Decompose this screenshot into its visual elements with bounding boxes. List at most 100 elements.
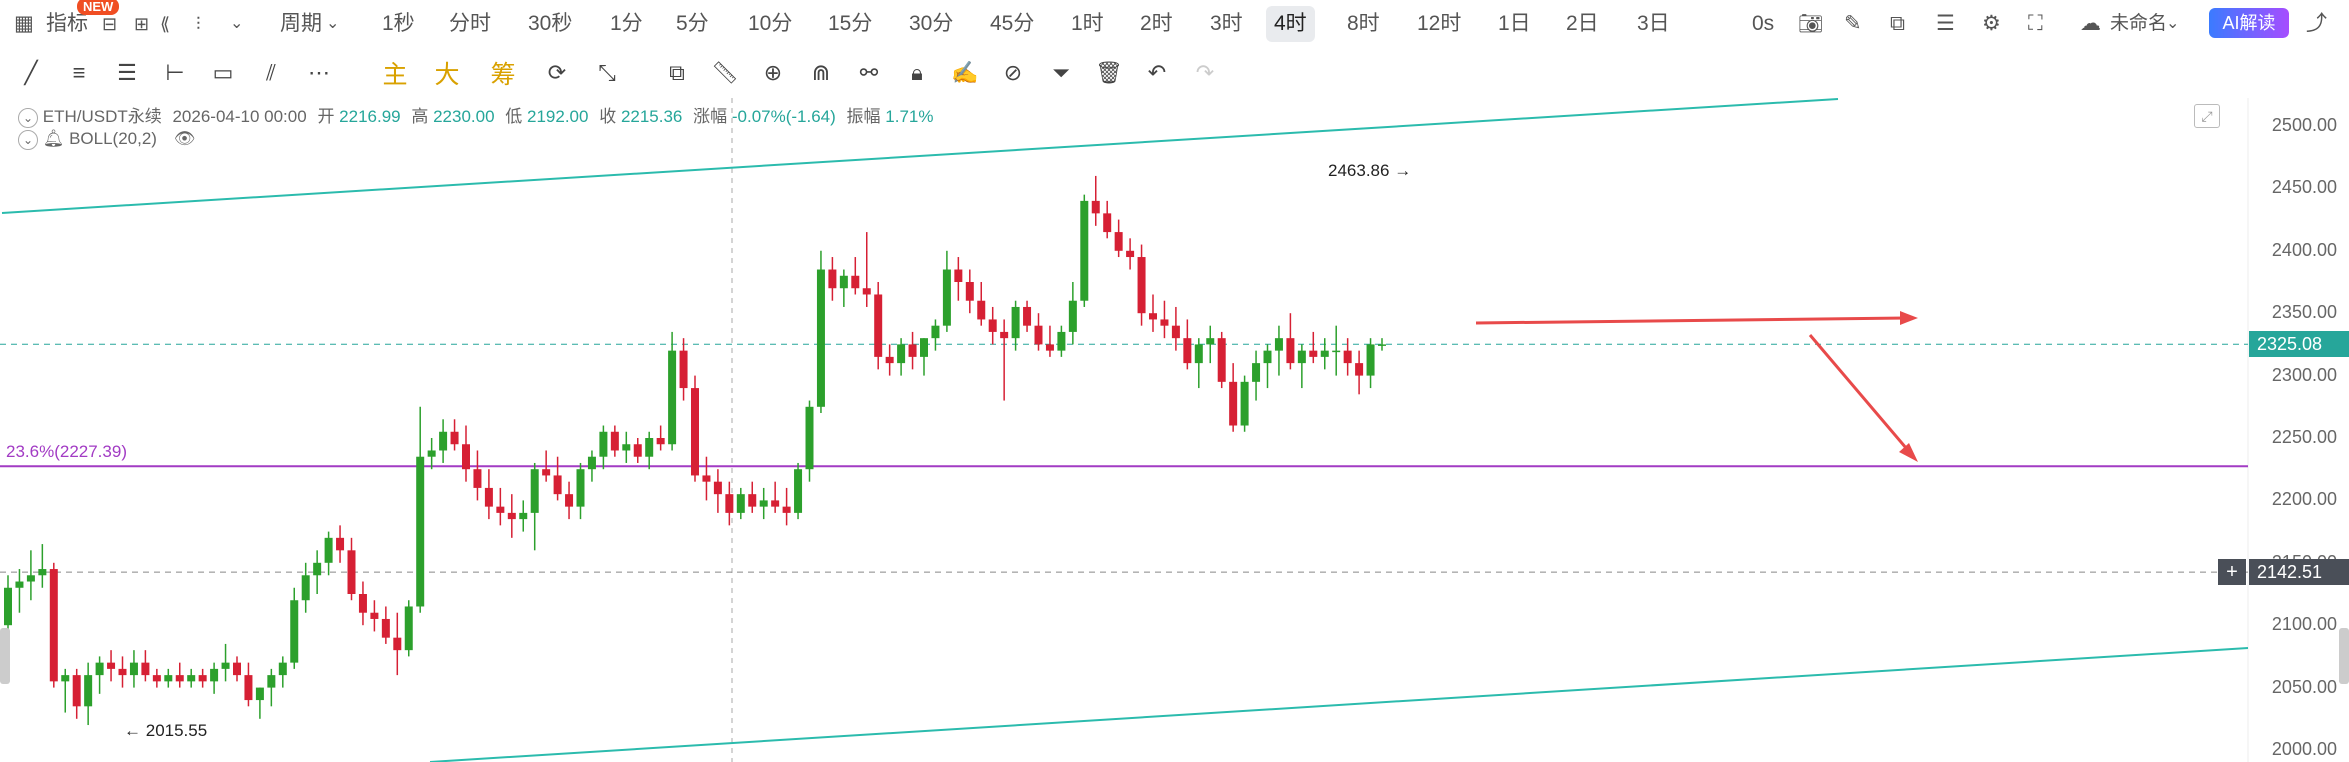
crosshair-price-tag: 2142.51 bbox=[2249, 559, 2349, 586]
candle-body bbox=[129, 662, 138, 676]
candle-body bbox=[942, 269, 951, 326]
big-order-button[interactable]: 大 bbox=[434, 61, 460, 89]
more-tools-icon[interactable]: ⋯ bbox=[308, 60, 330, 85]
replay-icon[interactable]: ⟪ bbox=[160, 14, 171, 34]
layout-chevron-icon[interactable]: ⌄ bbox=[2166, 15, 2180, 32]
period-12h[interactable]: 12时 bbox=[1417, 12, 1462, 35]
visibility-icon[interactable]: 👁︎ bbox=[173, 129, 196, 148]
sync-icon[interactable]: ⟳ bbox=[547, 60, 567, 85]
period-1d[interactable]: 1日 bbox=[1498, 12, 1531, 35]
pen-icon[interactable]: ✎ bbox=[1844, 12, 1862, 35]
period-1m[interactable]: 1分 bbox=[610, 12, 643, 35]
candle-body bbox=[954, 269, 963, 282]
left-scroll-handle[interactable] bbox=[0, 628, 10, 684]
period-5m[interactable]: 5分 bbox=[676, 12, 709, 35]
period-45m[interactable]: 45分 bbox=[990, 12, 1035, 35]
horizontal-lines-icon[interactable]: ☰ bbox=[117, 60, 137, 85]
candle bbox=[290, 587, 299, 669]
trash-icon[interactable]: 🗑︎ bbox=[1095, 60, 1123, 85]
magnet-icon[interactable]: ⋒ bbox=[811, 60, 831, 85]
candle-body bbox=[473, 469, 482, 488]
candle bbox=[1137, 244, 1146, 326]
period-8h[interactable]: 8时 bbox=[1347, 12, 1380, 35]
candle-body bbox=[702, 475, 711, 482]
cloud-icon[interactable]: ☁ bbox=[2080, 12, 2101, 35]
arrow-left-icon: ← bbox=[124, 720, 141, 740]
trendline-icon[interactable]: ╱ bbox=[24, 60, 38, 85]
chevron-down-icon[interactable]: ⌄ bbox=[230, 15, 244, 32]
candle bbox=[1252, 350, 1261, 401]
collapse-icon[interactable]: ⌄ bbox=[18, 108, 38, 128]
period-4h[interactable]: 4时 bbox=[1266, 6, 1315, 42]
chip-distribution-button[interactable]: 筹 bbox=[490, 61, 516, 89]
layout-icon[interactable]: ⊟ bbox=[102, 14, 118, 34]
ai-analysis-button[interactable]: AI解读 bbox=[2209, 8, 2289, 38]
indicators-button[interactable]: 指标 bbox=[46, 12, 88, 35]
bell-icon[interactable]: 🔔︎ bbox=[42, 129, 65, 148]
period-chevron-icon[interactable]: ⌄ bbox=[326, 15, 340, 32]
lock-icon[interactable]: 🔒︎ bbox=[911, 60, 923, 85]
candle bbox=[439, 419, 448, 463]
horizontal-ray-icon[interactable]: ⊢ bbox=[165, 60, 185, 85]
share-icon[interactable]: ⤴ bbox=[2306, 12, 2327, 35]
candle bbox=[198, 668, 207, 688]
period-2h[interactable]: 2时 bbox=[1140, 12, 1173, 35]
candle bbox=[1309, 331, 1318, 364]
period-30s[interactable]: 30秒 bbox=[528, 12, 573, 35]
link-icon[interactable]: ⚯ bbox=[859, 60, 879, 85]
candle bbox=[713, 469, 722, 513]
filter-icon[interactable]: ⏷ bbox=[1052, 60, 1070, 85]
period-15m[interactable]: 15分 bbox=[828, 12, 873, 35]
rectangle-icon[interactable]: ▭ bbox=[212, 60, 234, 85]
candle-body bbox=[1240, 381, 1249, 426]
period-30m[interactable]: 30分 bbox=[909, 12, 954, 35]
candle bbox=[38, 544, 47, 588]
channel-upper-line bbox=[1, 98, 1839, 214]
candle-body bbox=[1114, 232, 1123, 251]
undo-icon[interactable]: ↶ bbox=[1147, 60, 1167, 85]
candlestick-chart[interactable] bbox=[0, 98, 2349, 762]
candle bbox=[118, 656, 127, 688]
period-1s[interactable]: 1秒 bbox=[382, 12, 415, 35]
period-timeshare[interactable]: 分时 bbox=[449, 12, 491, 35]
measure-icon[interactable]: ⤡ bbox=[598, 60, 616, 85]
candle-body bbox=[1034, 325, 1043, 345]
ruler-icon[interactable]: 📏︎ bbox=[711, 60, 739, 85]
candle-body bbox=[381, 618, 390, 638]
period-selector[interactable]: 周期 bbox=[280, 12, 322, 35]
camera-icon[interactable]: 📷︎ bbox=[1798, 13, 1824, 35]
main-indicator-button[interactable]: 主 bbox=[382, 61, 408, 89]
candle-body bbox=[530, 469, 539, 513]
right-scroll-handle[interactable] bbox=[2339, 628, 2349, 684]
collapse-icon[interactable]: ⌄ bbox=[18, 130, 38, 150]
template-icon[interactable]: ⊞ bbox=[134, 14, 150, 34]
window-icon[interactable]: ⧉ bbox=[1890, 12, 1905, 35]
candle-body bbox=[107, 662, 116, 669]
expand-icon[interactable]: ⤢ bbox=[2194, 104, 2220, 128]
period-10m[interactable]: 10分 bbox=[748, 12, 793, 35]
boll-indicator-label[interactable]: BOLL(20,2) bbox=[69, 129, 157, 148]
gear-icon[interactable]: ⚙ bbox=[1982, 12, 2001, 35]
fullscreen-icon[interactable]: ⛶ bbox=[2028, 12, 2043, 35]
add-alert-icon[interactable]: + bbox=[2218, 559, 2246, 586]
candle-body bbox=[1183, 338, 1192, 364]
change-value: -0.07%(-1.64) bbox=[731, 107, 836, 126]
period-3h[interactable]: 3时 bbox=[1210, 12, 1243, 35]
period-2d[interactable]: 2日 bbox=[1566, 12, 1599, 35]
period-3d[interactable]: 3日 bbox=[1637, 12, 1670, 35]
edit-icon[interactable]: ✍ bbox=[951, 60, 979, 85]
parallel-channel-icon[interactable]: ≡ bbox=[72, 60, 86, 85]
price-axis-tick: 2350.00 bbox=[2271, 302, 2337, 323]
copy-icon[interactable]: ⧉ bbox=[669, 60, 685, 85]
indicators-icon[interactable]: ▦ bbox=[14, 12, 34, 35]
list-settings-icon[interactable]: ☰ bbox=[1936, 12, 1955, 35]
period-1h[interactable]: 1时 bbox=[1071, 12, 1104, 35]
layout-name-dropdown[interactable]: 未命名 bbox=[2110, 13, 2168, 34]
candle bbox=[15, 569, 24, 613]
redo-icon[interactable]: ↷ bbox=[1195, 60, 1215, 85]
candle-body bbox=[897, 344, 906, 364]
hide-drawings-icon[interactable]: ⊘ bbox=[1003, 60, 1023, 85]
fib-icon[interactable]: ⫽ bbox=[266, 60, 276, 85]
chart-type-icon[interactable]: ⫶ bbox=[196, 14, 201, 34]
zoom-in-icon[interactable]: ⊕ bbox=[763, 60, 783, 85]
